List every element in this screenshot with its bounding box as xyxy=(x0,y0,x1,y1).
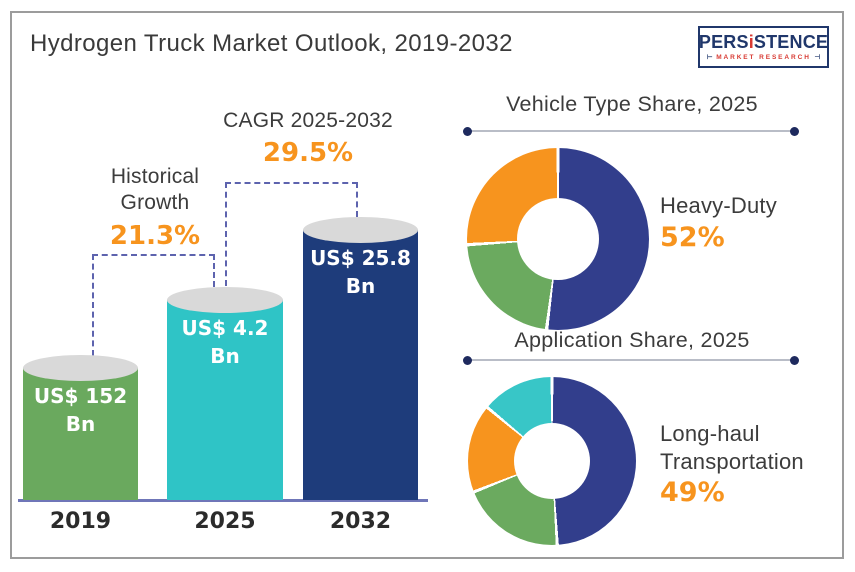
vehicle-share-title: Vehicle Type Share, 2025 xyxy=(506,92,758,116)
cagr-annotation: CAGR 2025-2032 29.5% xyxy=(208,108,408,168)
historical-growth-annotation: Historical Growth 21.3% xyxy=(88,164,222,251)
bar-value-2032: US$ 25.8 Bn xyxy=(310,246,411,298)
long-haul-value: 49% xyxy=(660,477,725,508)
bar-value-2019: US$ 152 Bn xyxy=(33,384,128,436)
x-label-2025: 2025 xyxy=(194,509,256,534)
cylinder-top xyxy=(167,287,283,313)
dashed-connector-historical-right xyxy=(213,254,215,287)
heavy-duty-label: Heavy-Duty xyxy=(660,193,777,218)
dashed-connector-historical xyxy=(92,254,215,256)
application-share-divider xyxy=(463,355,799,365)
bar-2025: US$ 4.2 Bn xyxy=(167,287,283,500)
divider-dot-icon xyxy=(463,355,472,365)
donut-hole xyxy=(514,423,590,499)
persistence-logo: PERSiSTENCE ⊢ MARKET RESEARCH ⊣ xyxy=(698,26,829,68)
application-share-donut xyxy=(468,377,636,545)
bar-value-2025: US$ 4.2 Bn xyxy=(181,316,269,368)
page-frame xyxy=(10,11,844,559)
historical-growth-value: 21.3% xyxy=(109,220,201,251)
heavy-duty-value: 52% xyxy=(660,221,725,253)
dashed-connector-cagr-left xyxy=(225,182,227,286)
application-share-title: Application Share, 2025 xyxy=(514,328,750,352)
long-haul-label: Long-haul Transportation xyxy=(660,421,804,474)
cylinder-body xyxy=(23,368,138,500)
donut-hole xyxy=(517,198,599,280)
divider-dot-icon xyxy=(463,126,472,136)
divider-dot-icon xyxy=(790,126,799,136)
historical-growth-label: Historical Growth xyxy=(110,165,200,215)
vehicle-share-divider xyxy=(463,126,799,136)
divider-dot-icon xyxy=(790,355,799,365)
dashed-connector-cagr-right xyxy=(356,182,358,217)
dashed-connector-historical-left xyxy=(92,254,94,356)
logo-brand: PERSiSTENCE xyxy=(698,32,829,52)
dashed-connector-cagr xyxy=(225,182,358,184)
cylinder-top xyxy=(23,355,138,381)
cagr-label: CAGR 2025-2032 xyxy=(223,109,393,132)
cylinder-body xyxy=(167,300,283,500)
page-title: Hydrogen Truck Market Outlook, 2019-2032 xyxy=(30,30,513,57)
cagr-value: 29.5% xyxy=(262,138,354,169)
long-haul-callout: Long-haul Transportation 49% xyxy=(660,420,845,508)
vehicle-share-donut xyxy=(467,148,649,330)
cylinder-top xyxy=(303,217,418,243)
cylinder-body xyxy=(303,230,418,500)
x-label-2032: 2032 xyxy=(329,509,392,534)
heavy-duty-callout: Heavy-Duty 52% xyxy=(660,192,835,253)
logo-tagline: ⊢ MARKET RESEARCH ⊣ xyxy=(706,54,821,61)
x-label-2019: 2019 xyxy=(49,509,112,534)
bar-2019: US$ 152 Bn xyxy=(23,355,138,500)
bar-2032: US$ 25.8 Bn xyxy=(303,217,418,500)
x-axis-line xyxy=(18,499,428,502)
